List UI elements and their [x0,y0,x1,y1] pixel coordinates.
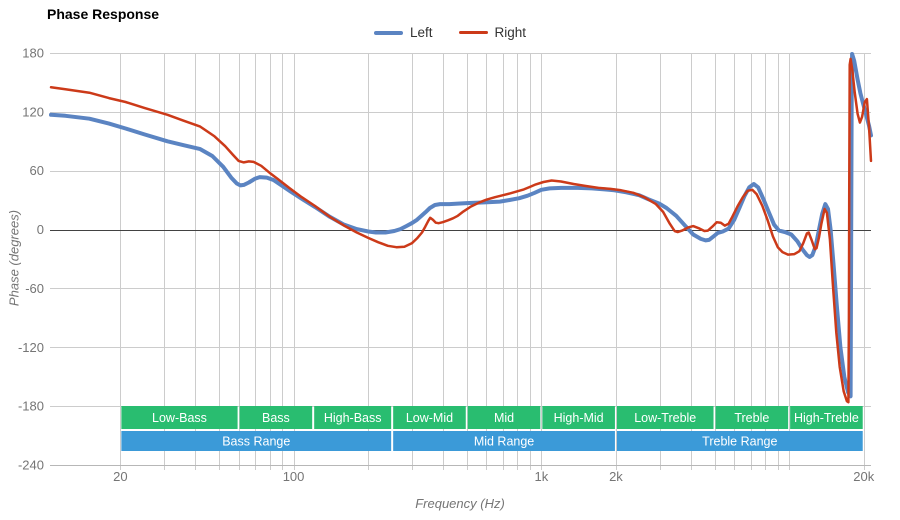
x-tick-label: 1k [534,469,548,484]
sub-band-low-treble [616,406,714,429]
chart-title: Phase Response [47,6,160,22]
range-band-label: Mid Range [474,435,534,449]
legend-item-right[interactable]: Right [458,25,527,40]
x-tick-label: 100 [283,469,305,484]
sub-band-high-bass [314,406,392,429]
right-series-swatch-icon [458,31,488,34]
x-tick-label: 20k [853,469,874,484]
range-band-treble-range [616,431,863,451]
sub-band-label: Low-Treble [634,411,696,425]
y-tick-label: 120 [22,104,44,119]
x-tick-label: 2k [609,469,623,484]
sub-band-treble [715,406,789,429]
sub-band-label: Low-Mid [406,411,453,425]
y-tick-label: -240 [18,458,44,473]
y-axis-title: Phase (degrees) [6,209,22,307]
y-tick-label: 60 [30,163,44,178]
x-gridlines [120,53,865,470]
y-tick-label: -60 [25,281,44,296]
left-series-swatch-icon [373,30,403,35]
x-axis-title: Frequency (Hz) [415,496,505,511]
range-band-bass-range [121,431,392,451]
x-tick-label: 20 [113,469,127,484]
y-tick-label: -120 [18,340,44,355]
range-band-mid-range [393,431,615,451]
y-tick-label: -180 [18,399,44,414]
y-tick-label: 0 [37,222,44,237]
sub-band-label: High-Mid [554,411,604,425]
curves [49,52,873,404]
sub-band-mid [467,406,541,429]
y-gridlines [50,53,871,466]
legend-label-right: Right [494,25,527,40]
range-band-label: Bass Range [222,435,290,449]
legend-item-left[interactable]: Left [373,25,433,40]
sub-band-label: High-Treble [794,411,859,425]
range-band-label: Treble Range [702,435,777,449]
plot-area[interactable] [50,53,871,465]
legend-label-left: Left [409,25,433,40]
sub-band-label: Treble [734,411,769,425]
axis-tick-labels: 20 100 1k 2k 20k 180 120 60 0 -60 -120 -180 -240 [18,46,875,485]
sub-band-bass [239,406,313,429]
y-tick-label: 180 [22,46,44,61]
curve-right [49,57,873,404]
sub-band-label: Bass [262,411,290,425]
frequency-bands: Low-Bass Bass High-Bass Low-Mid Mid High-Mid L… [121,406,863,451]
sub-band-label: Low-Bass [152,411,207,425]
sub-band-low-mid [393,406,466,429]
sub-band-high-mid [542,406,615,429]
legend: Left Right [0,25,900,40]
sub-band-high-treble [790,406,863,429]
sub-band-label: Mid [494,411,514,425]
sub-band-low-bass [121,406,238,429]
sub-band-label: High-Bass [324,411,382,425]
